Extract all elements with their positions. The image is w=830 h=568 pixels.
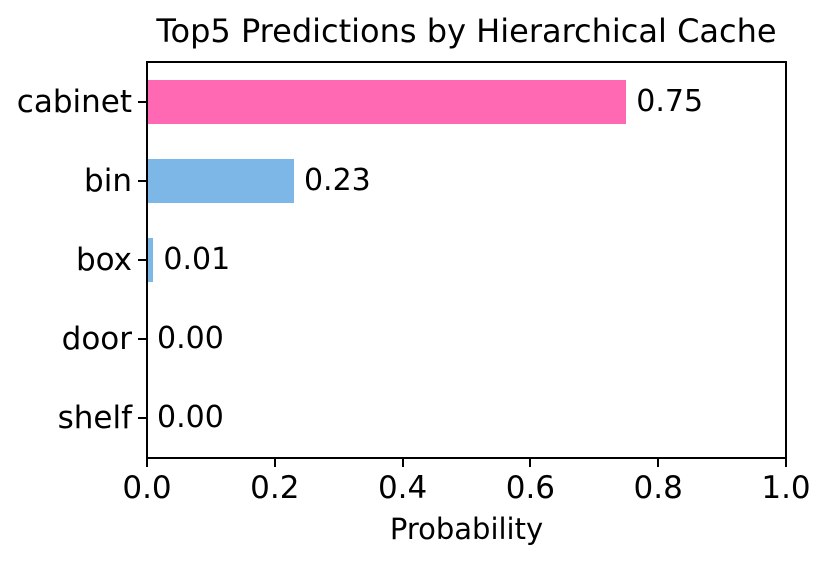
- category-label-shelf: shelf: [57, 400, 132, 437]
- bar-value-label: 0.00: [157, 321, 224, 357]
- bar-value-label: 0.01: [163, 242, 231, 277]
- x-tick: [146, 458, 148, 467]
- y-tick: [138, 338, 147, 341]
- x-tick: [657, 458, 660, 467]
- y-tick: [138, 179, 147, 182]
- chart-title: Top5 Predictions by Hierarchical Cache: [156, 12, 777, 50]
- x-tick-label: 0.0: [122, 470, 172, 506]
- category-label-door: door: [61, 321, 132, 358]
- x-tick: [785, 458, 787, 467]
- x-axis-label: Probability: [389, 512, 544, 546]
- bar-value-label: 0.00: [157, 400, 224, 436]
- x-tick: [401, 458, 404, 467]
- bar-cabinet: [147, 79, 627, 124]
- x-tick-label: 0.6: [505, 470, 556, 506]
- x-tick-label: 0.2: [250, 470, 300, 506]
- x-tick: [529, 458, 532, 467]
- x-tick-label: 0.8: [633, 470, 683, 506]
- bar-value-label: 0.23: [303, 162, 371, 198]
- x-tick: [273, 458, 276, 467]
- bar-value-label: 0.75: [636, 83, 704, 119]
- category-label-cabinet: cabinet: [16, 83, 132, 120]
- bar-box: [147, 238, 154, 282]
- x-tick-label: 0.4: [377, 470, 428, 506]
- y-tick: [138, 259, 147, 261]
- category-label-box: box: [75, 242, 132, 278]
- y-tick: [138, 100, 147, 103]
- x-tick-label: 1.0: [761, 470, 811, 506]
- category-label-bin: bin: [84, 162, 132, 199]
- y-tick: [138, 417, 147, 420]
- bar-bin: [147, 158, 294, 203]
